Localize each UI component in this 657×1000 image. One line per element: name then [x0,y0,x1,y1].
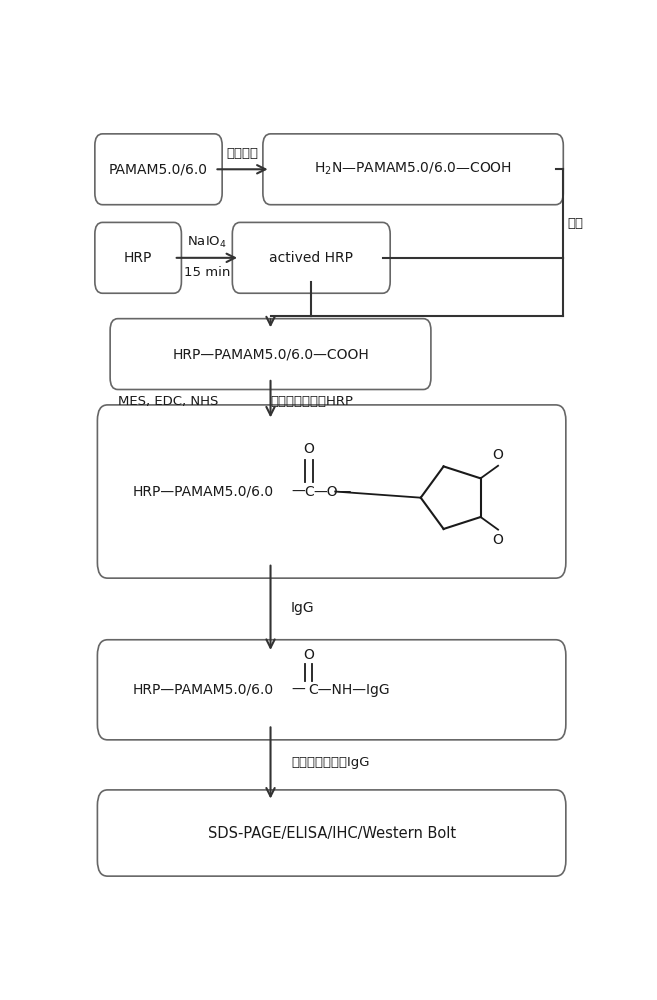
Text: C—NH—IgG: C—NH—IgG [309,683,390,697]
FancyBboxPatch shape [97,405,566,578]
Text: HRP: HRP [124,251,152,265]
Text: MES, EDC, NHS: MES, EDC, NHS [118,395,218,408]
Text: —: — [291,683,305,697]
Text: —: — [291,485,305,499]
Text: PAMAM5.0/6.0: PAMAM5.0/6.0 [109,162,208,176]
Text: 15 min: 15 min [184,266,230,279]
Text: O: O [493,533,503,547]
Text: —O—: —O— [314,485,352,499]
Text: HRP—PAMAM5.0/6.0: HRP—PAMAM5.0/6.0 [133,683,274,697]
FancyBboxPatch shape [110,319,431,389]
Text: O: O [304,442,314,456]
FancyBboxPatch shape [95,222,181,293]
Text: C: C [304,485,313,499]
FancyBboxPatch shape [97,790,566,876]
Text: 纯化去掉多余的HRP: 纯化去掉多余的HRP [271,395,353,408]
FancyBboxPatch shape [233,222,390,293]
Text: HRP—PAMAM5.0/6.0—COOH: HRP—PAMAM5.0/6.0—COOH [172,347,369,361]
FancyBboxPatch shape [97,640,566,740]
Text: O: O [493,448,503,462]
Text: 丁二酸酯: 丁二酸酯 [227,147,258,160]
Text: H$_2$N—PAMAM5.0/6.0—COOH: H$_2$N—PAMAM5.0/6.0—COOH [314,161,512,177]
Text: 纯化去掉多余的IgG: 纯化去掉多余的IgG [291,756,369,769]
Text: NaIO$_4$: NaIO$_4$ [187,235,227,250]
Text: 透析: 透析 [568,217,583,230]
Text: SDS-PAGE/ELISA/IHC/Western Bolt: SDS-PAGE/ELISA/IHC/Western Bolt [208,826,456,841]
FancyBboxPatch shape [263,134,563,205]
Text: actived HRP: actived HRP [269,251,353,265]
Text: O: O [304,648,314,662]
Text: HRP—PAMAM5.0/6.0: HRP—PAMAM5.0/6.0 [133,485,274,499]
Text: IgG: IgG [291,601,315,615]
FancyBboxPatch shape [95,134,222,205]
